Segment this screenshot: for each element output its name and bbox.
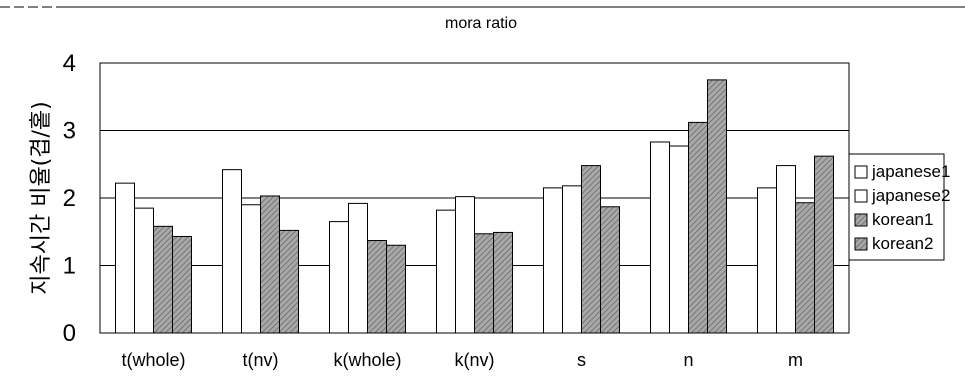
x-category-label: t(nv) [243, 350, 279, 370]
bar [543, 187, 563, 334]
legend-swatch [854, 165, 868, 179]
bar [669, 145, 689, 334]
x-category-label: k(nv) [455, 350, 495, 370]
y-tick-label: 3 [63, 118, 76, 145]
bar [386, 244, 406, 334]
legend-label: japanese2 [871, 186, 950, 205]
x-category-label: t(whole) [121, 350, 185, 370]
legend-swatch [854, 237, 868, 251]
bar [795, 202, 815, 334]
legend-label: japanese1 [871, 162, 950, 181]
bar [600, 206, 620, 334]
y-tick-label: 0 [63, 320, 76, 347]
bar [757, 187, 777, 334]
bar [260, 195, 280, 334]
bar [241, 204, 261, 334]
y-tick-label: 4 [63, 50, 76, 77]
x-category-label: n [683, 350, 693, 370]
bar [814, 155, 834, 334]
x-category-label: s [577, 350, 586, 370]
bar [367, 240, 387, 334]
bar [348, 202, 368, 334]
bar [329, 221, 349, 334]
legend-swatch [854, 213, 868, 227]
x-category-label: k(whole) [333, 350, 401, 370]
bar [153, 225, 173, 334]
bar [493, 231, 513, 334]
bars-layer [115, 79, 834, 334]
bar [650, 141, 670, 334]
legend-label: korean2 [872, 234, 933, 253]
bar [172, 235, 192, 334]
bar [562, 185, 582, 334]
y-tick-label: 2 [63, 185, 76, 212]
bar [222, 169, 242, 334]
bar [474, 233, 494, 334]
bar [581, 165, 601, 334]
bar [115, 182, 135, 334]
bar [436, 209, 456, 334]
legend-swatch [854, 189, 868, 203]
legend-items: japanese1 japanese2 korean1 korean2 [854, 162, 950, 253]
chart-title: mora ratio [445, 15, 517, 32]
y-tick-labels: 0 1 2 3 4 [63, 50, 76, 347]
bar [707, 79, 727, 334]
legend-label: korean1 [872, 210, 933, 229]
legend: japanese1 japanese2 korean1 korean2 [848, 153, 950, 261]
x-category-label: m [788, 350, 803, 370]
x-category-labels: t(whole) t(nv) k(whole) k(nv) s n m [121, 350, 803, 370]
y-axis-label: 지속시간 비율(겹/홑) [29, 101, 54, 295]
bar [776, 165, 796, 334]
bar [455, 196, 475, 334]
y-tick-label: 1 [63, 253, 76, 280]
bar [279, 229, 299, 334]
bar [134, 207, 154, 334]
bar [688, 121, 708, 334]
